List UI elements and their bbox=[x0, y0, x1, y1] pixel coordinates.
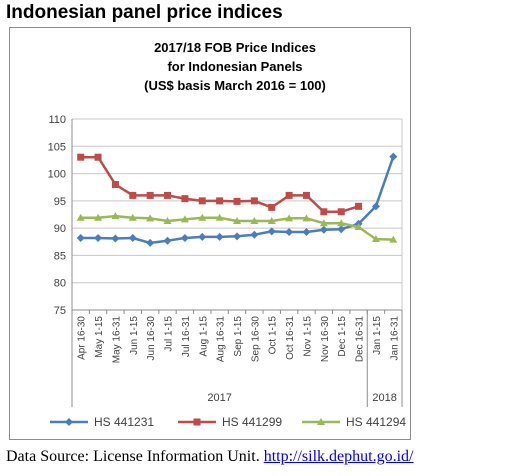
data-point bbox=[111, 234, 120, 243]
data-point bbox=[285, 191, 293, 199]
data-point bbox=[164, 191, 172, 199]
y-tick-label: 100 bbox=[48, 169, 66, 181]
data-point bbox=[250, 197, 258, 205]
data-point bbox=[216, 197, 224, 205]
chart-title-line: (US$ basis March 2016 = 100) bbox=[144, 78, 326, 93]
data-point bbox=[76, 213, 85, 221]
data-point bbox=[163, 236, 172, 245]
chart-frame: 2017/18 FOB Price Indices for Indonesian … bbox=[9, 27, 411, 440]
y-tick-label: 110 bbox=[48, 114, 66, 126]
data-point bbox=[146, 191, 154, 199]
data-point bbox=[285, 214, 294, 222]
x-tick-label: Jul 16-31 bbox=[181, 316, 192, 358]
data-point bbox=[319, 219, 328, 227]
y-tick-label: 85 bbox=[54, 250, 66, 262]
data-point bbox=[94, 233, 103, 242]
data-point bbox=[146, 214, 155, 222]
data-point bbox=[180, 215, 189, 223]
x-tick-label: Oct 16-31 bbox=[285, 316, 296, 360]
data-point bbox=[129, 191, 137, 199]
x-tick-label: Jan 1-15 bbox=[372, 316, 383, 355]
data-point bbox=[319, 225, 328, 234]
price-index-chart: 2017/18 FOB Price Indices for Indonesian … bbox=[48, 40, 407, 429]
x-tick-label: Sep 16-30 bbox=[250, 316, 261, 363]
data-point bbox=[76, 233, 85, 242]
data-point bbox=[389, 235, 398, 243]
legend-marker bbox=[65, 418, 73, 426]
x-tick-label: Jun 1-15 bbox=[129, 316, 140, 355]
y-tick-label: 90 bbox=[54, 223, 66, 235]
data-source-link[interactable]: http://silk.dephut.go.id/ bbox=[263, 448, 414, 465]
data-point bbox=[180, 233, 189, 242]
data-point bbox=[181, 195, 189, 203]
year-group-label: 2018 bbox=[372, 392, 396, 404]
x-tick-label: Jan 16-31 bbox=[389, 316, 400, 361]
data-point bbox=[128, 233, 137, 242]
data-point bbox=[371, 235, 380, 243]
year-group-label: 2017 bbox=[207, 392, 231, 404]
x-tick-label: Jun 16-30 bbox=[146, 316, 157, 361]
data-point bbox=[302, 227, 311, 236]
data-point bbox=[77, 153, 85, 161]
data-point bbox=[302, 191, 310, 199]
y-tick-label: 95 bbox=[54, 196, 66, 208]
legend-label: HS 441294 bbox=[346, 415, 406, 429]
data-point bbox=[111, 212, 120, 220]
data-point bbox=[198, 197, 206, 205]
data-point bbox=[250, 217, 259, 225]
legend-label: HS 441299 bbox=[222, 415, 282, 429]
legend-label: HS 441231 bbox=[94, 415, 154, 429]
data-source-text: Data Source: License Information Unit. bbox=[6, 448, 260, 465]
data-point bbox=[94, 153, 102, 161]
data-point bbox=[111, 180, 119, 188]
y-tick-label: 75 bbox=[54, 305, 66, 317]
data-point bbox=[267, 217, 276, 225]
x-tick-label: Apr 16-30 bbox=[77, 316, 88, 360]
x-tick-label: Aug 1-15 bbox=[198, 316, 209, 357]
data-point bbox=[163, 217, 172, 225]
data-point bbox=[233, 197, 241, 205]
x-tick-label: Dec 1-15 bbox=[337, 316, 348, 357]
x-tick-label: Nov 16-30 bbox=[320, 316, 331, 363]
data-point bbox=[198, 232, 207, 241]
data-point bbox=[215, 232, 224, 241]
x-tick-label: Aug 16-31 bbox=[216, 316, 227, 363]
chart-title-line: for Indonesian Panels bbox=[167, 59, 302, 74]
data-point bbox=[371, 202, 380, 211]
y-tick-label: 105 bbox=[48, 141, 66, 153]
data-point bbox=[337, 219, 346, 227]
data-point bbox=[267, 227, 276, 236]
page-heading: Indonesian panel price indices bbox=[6, 2, 283, 23]
data-point bbox=[354, 223, 363, 231]
data-point bbox=[285, 227, 294, 236]
data-point bbox=[320, 208, 328, 216]
legend-marker bbox=[317, 418, 325, 425]
chart-title-line: 2017/18 FOB Price Indices bbox=[154, 40, 316, 55]
x-tick-label: Jul 1-15 bbox=[164, 316, 175, 352]
data-point bbox=[250, 230, 259, 239]
data-point bbox=[233, 217, 241, 225]
x-tick-label: Dec 16-31 bbox=[355, 316, 366, 363]
x-tick-label: Nov 1-15 bbox=[302, 316, 313, 357]
data-point bbox=[389, 152, 398, 161]
data-point bbox=[233, 232, 241, 241]
data-point bbox=[355, 202, 363, 210]
data-point bbox=[146, 238, 155, 247]
x-tick-label: May 16-31 bbox=[111, 316, 122, 364]
data-point bbox=[94, 213, 103, 221]
data-point bbox=[128, 213, 137, 221]
legend-marker bbox=[193, 418, 201, 426]
y-tick-label: 80 bbox=[54, 278, 66, 290]
data-point bbox=[337, 225, 346, 234]
data-source: Data Source: License Information Unit. h… bbox=[6, 448, 413, 466]
x-tick-label: Sep 1-15 bbox=[233, 316, 244, 357]
data-point bbox=[337, 208, 345, 216]
data-point bbox=[198, 213, 207, 221]
data-point bbox=[268, 203, 276, 211]
data-point bbox=[302, 214, 311, 222]
x-tick-label: Oct 1-15 bbox=[268, 316, 279, 355]
x-tick-label: May 1-15 bbox=[94, 316, 105, 358]
data-point bbox=[215, 213, 224, 221]
